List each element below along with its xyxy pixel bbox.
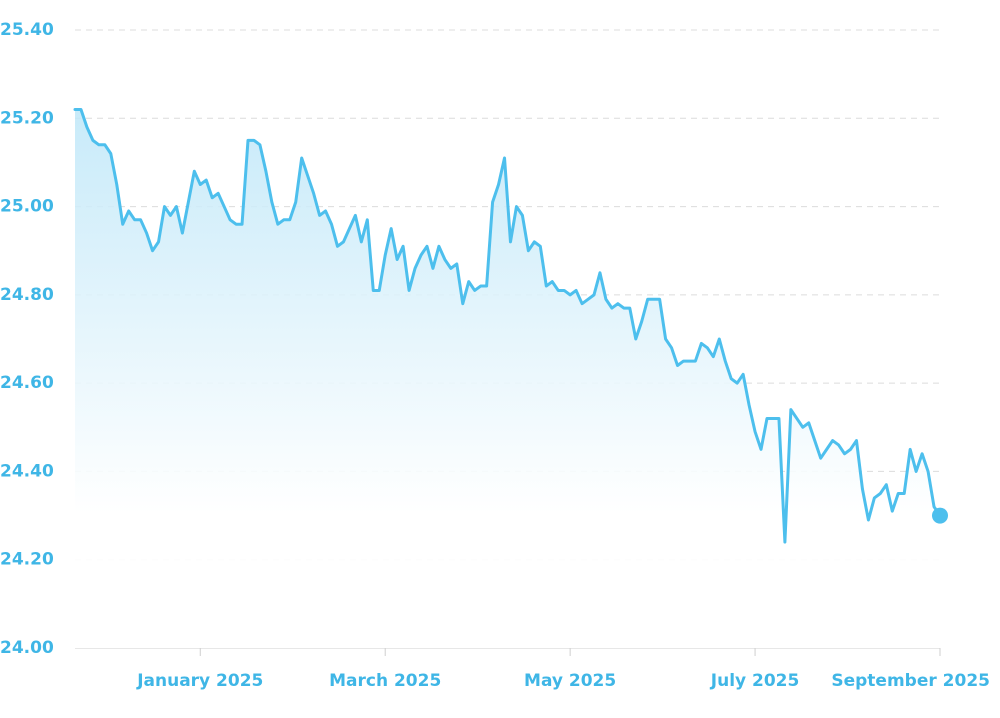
y-tick-label: 24.60 (0, 373, 54, 393)
y-tick-label: 24.80 (0, 285, 54, 305)
y-tick-label: 25.40 (0, 20, 54, 40)
y-tick-label: 24.40 (0, 461, 54, 481)
area (75, 109, 940, 648)
x-tick-label: January 2025 (136, 671, 263, 691)
x-tick-label: March 2025 (329, 671, 441, 691)
end-marker (932, 507, 948, 524)
x-tick-label: May 2025 (524, 671, 616, 691)
y-tick-label: 25.20 (0, 108, 54, 128)
y-tick-label: 24.20 (0, 550, 54, 570)
x-tick-label: July 2025 (710, 671, 800, 691)
y-tick-label: 24.00 (0, 638, 54, 658)
x-tick-label: September 2025 (831, 671, 990, 691)
line (73, 107, 942, 544)
y-tick-label: 25.00 (0, 197, 54, 217)
